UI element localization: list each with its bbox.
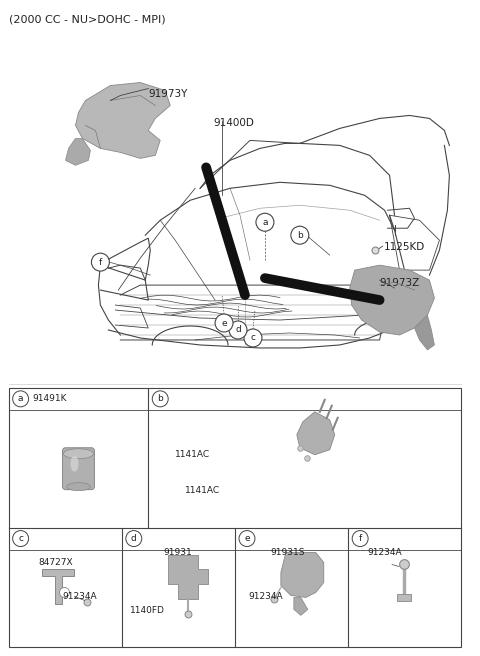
Circle shape bbox=[239, 531, 255, 546]
Text: 1125KD: 1125KD bbox=[384, 242, 425, 252]
Circle shape bbox=[60, 588, 70, 598]
Circle shape bbox=[291, 226, 309, 244]
Polygon shape bbox=[350, 265, 434, 335]
FancyBboxPatch shape bbox=[62, 448, 95, 489]
Circle shape bbox=[244, 329, 262, 347]
Polygon shape bbox=[297, 412, 335, 455]
Polygon shape bbox=[42, 569, 74, 604]
Circle shape bbox=[215, 314, 233, 332]
Text: b: b bbox=[157, 394, 163, 403]
Text: c: c bbox=[18, 534, 23, 543]
Text: 91234A: 91234A bbox=[248, 592, 283, 602]
Text: e: e bbox=[221, 319, 227, 327]
Polygon shape bbox=[75, 83, 170, 158]
Ellipse shape bbox=[63, 449, 94, 459]
Text: 84727X: 84727X bbox=[38, 558, 73, 567]
Polygon shape bbox=[281, 552, 324, 598]
Text: a: a bbox=[18, 394, 24, 403]
Text: b: b bbox=[297, 231, 303, 239]
Text: (2000 CC - NU>DOHC - MPI): (2000 CC - NU>DOHC - MPI) bbox=[9, 14, 165, 25]
Circle shape bbox=[229, 321, 247, 339]
Circle shape bbox=[126, 531, 142, 546]
Text: 91234A: 91234A bbox=[368, 548, 402, 556]
Text: f: f bbox=[99, 258, 102, 266]
Text: d: d bbox=[131, 534, 137, 543]
Circle shape bbox=[12, 531, 29, 546]
Text: 91931: 91931 bbox=[163, 548, 192, 556]
Text: 91931S: 91931S bbox=[270, 548, 304, 556]
Circle shape bbox=[256, 213, 274, 231]
Text: 91973Y: 91973Y bbox=[148, 89, 188, 98]
Text: 91234A: 91234A bbox=[62, 592, 97, 602]
Circle shape bbox=[12, 391, 29, 407]
Circle shape bbox=[352, 531, 368, 546]
Ellipse shape bbox=[67, 483, 90, 491]
Text: 91400D: 91400D bbox=[213, 119, 254, 129]
Text: 1141AC: 1141AC bbox=[175, 450, 210, 459]
Text: f: f bbox=[359, 534, 362, 543]
Polygon shape bbox=[65, 138, 90, 165]
Text: 91973Z: 91973Z bbox=[380, 278, 420, 288]
Polygon shape bbox=[294, 598, 308, 615]
Text: d: d bbox=[235, 325, 241, 335]
Ellipse shape bbox=[71, 456, 78, 472]
Polygon shape bbox=[168, 554, 207, 600]
Text: 1141AC: 1141AC bbox=[185, 485, 220, 495]
Text: 91491K: 91491K bbox=[33, 394, 67, 403]
Polygon shape bbox=[415, 315, 434, 350]
Text: a: a bbox=[262, 218, 268, 227]
Circle shape bbox=[152, 391, 168, 407]
Polygon shape bbox=[397, 594, 411, 602]
Bar bbox=[9, 388, 461, 647]
Text: e: e bbox=[244, 534, 250, 543]
Text: 1140FD: 1140FD bbox=[130, 606, 165, 615]
Circle shape bbox=[91, 253, 109, 271]
Text: c: c bbox=[251, 333, 255, 342]
